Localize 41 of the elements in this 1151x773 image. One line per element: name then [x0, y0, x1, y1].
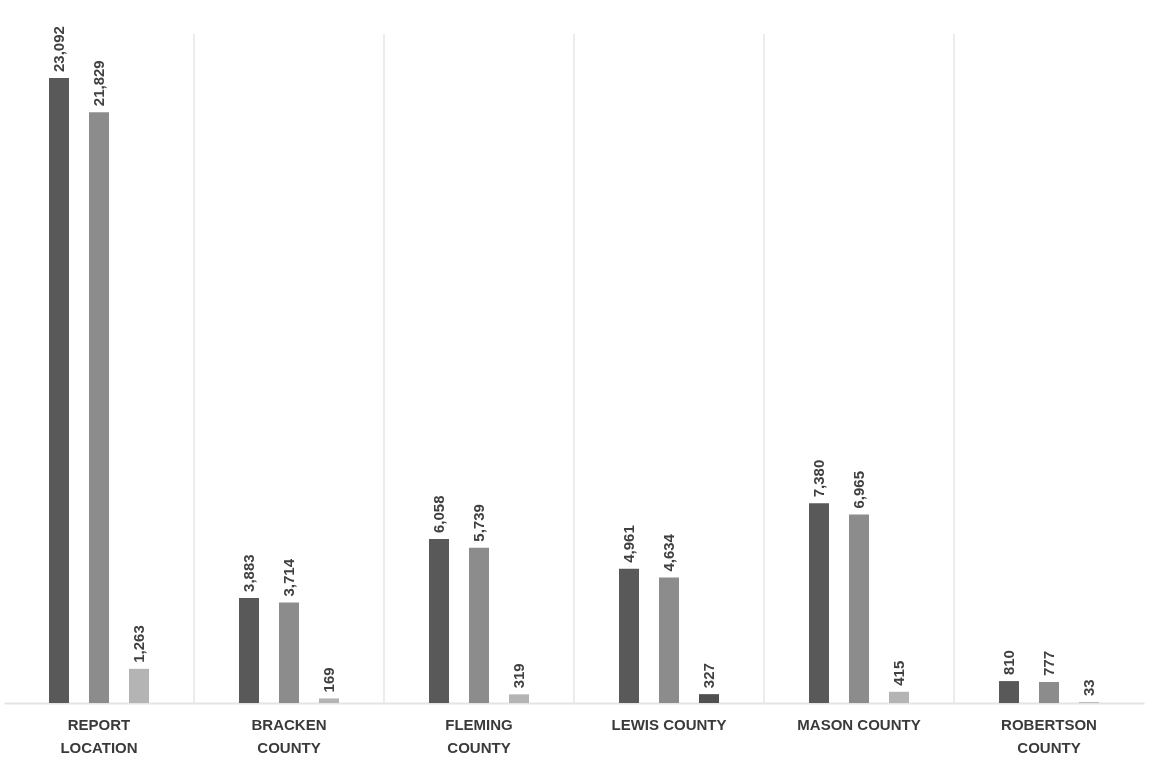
data-label: 169 [320, 667, 337, 693]
data-label: 21,829 [90, 60, 107, 107]
data-label: 33 [1080, 679, 1097, 697]
data-label: 5,739 [470, 504, 487, 542]
bar [49, 78, 69, 703]
bar [129, 668, 149, 703]
bar [699, 694, 719, 703]
bar [889, 691, 909, 703]
bar [849, 514, 869, 703]
x-tick-label: ROBERTSON COUNTY [1001, 715, 1097, 756]
data-label: 7,380 [810, 459, 827, 498]
x-tick-label: FLEMING COUNTY [445, 715, 513, 756]
data-label: 23,092 [50, 26, 67, 72]
data-label: 1,263 [130, 625, 147, 663]
data-label: 319 [510, 663, 527, 689]
bar [809, 503, 829, 703]
data-label: 415 [890, 660, 907, 686]
data-label: 777 [1040, 650, 1057, 676]
bar [89, 112, 109, 703]
bar [1039, 681, 1059, 703]
data-label: 3,714 [280, 558, 297, 597]
data-label: 4,961 [620, 525, 637, 563]
bar [239, 597, 259, 703]
bar [509, 694, 529, 703]
bar [469, 547, 489, 703]
data-label: 4,634 [660, 533, 677, 572]
bar [429, 539, 449, 703]
x-tick-label: REPORT LOCATION [60, 715, 138, 756]
x-tick-label: MASON COUNTY [797, 715, 921, 733]
x-tick-label: LEWIS COUNTY [611, 715, 727, 733]
data-label: 327 [700, 663, 717, 689]
x-tick-label: BRACKEN COUNTY [251, 715, 327, 756]
bar [279, 602, 299, 703]
bar [659, 577, 679, 703]
bar [999, 681, 1019, 703]
data-label: 3,883 [240, 554, 257, 592]
data-label: 6,965 [850, 470, 867, 509]
bar [619, 568, 639, 703]
bar [319, 698, 339, 703]
data-label: 6,058 [430, 495, 447, 534]
data-label: 810 [1000, 650, 1017, 676]
